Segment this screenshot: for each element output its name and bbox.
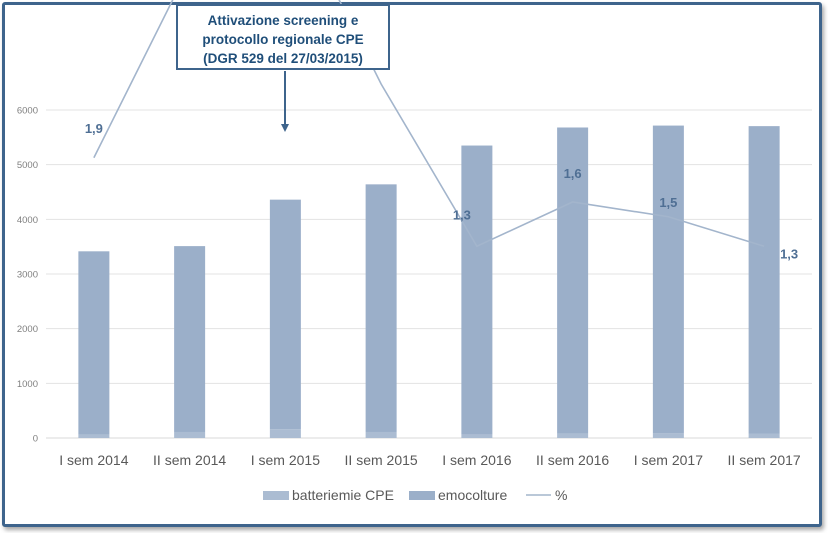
x-category-label: I sem 2015: [251, 452, 320, 468]
y-axis-ticks: 0 1000 2000 3000 4000 5000 6000: [17, 106, 38, 445]
bar-batteriemie-cpe: [269, 429, 301, 438]
x-axis-categories: I sem 2014 II sem 2014 I sem 2015 II sem 20…: [59, 452, 801, 468]
annotation-line-2: protocollo regionale CPE: [202, 32, 364, 47]
line-series-percent: [93, 0, 765, 248]
data-label: 1,3: [453, 207, 471, 222]
x-category-label: II sem 2017: [728, 452, 801, 468]
y-tick-label: 2000: [17, 324, 38, 335]
bar-emocolture: [78, 251, 110, 435]
bar-batteriemie-cpe: [748, 433, 780, 438]
y-tick-label: 0: [33, 434, 38, 445]
y-tick-label: 4000: [17, 215, 38, 226]
x-category-label: II sem 2015: [345, 452, 418, 468]
annotation-line-1: Attivazione screening e: [207, 13, 359, 28]
bar-batteriemie-cpe: [557, 433, 589, 438]
bar-emocolture: [748, 126, 780, 434]
legend-swatch-batteriemie-cpe: [263, 491, 289, 500]
annotation-line-3: (DGR 529 del 27/03/2015): [203, 51, 363, 66]
y-tick-label: 1000: [17, 379, 38, 390]
x-category-label: I sem 2016: [442, 452, 511, 468]
x-category-label: I sem 2017: [634, 452, 703, 468]
bar-emocolture: [174, 246, 206, 432]
y-tick-label: 5000: [17, 160, 38, 171]
bar-emocolture: [652, 125, 684, 434]
legend-label-emocolture: emocolture: [438, 487, 507, 503]
gridlines: [46, 109, 812, 439]
x-category-label: II sem 2014: [153, 452, 226, 468]
bar-batteriemie-cpe: [652, 433, 684, 438]
data-label: 1,5: [659, 195, 677, 210]
chart-frame: [2, 2, 822, 527]
x-category-label: II sem 2016: [536, 452, 609, 468]
legend-label-percent: %: [555, 487, 567, 503]
legend-label-batteriemie-cpe: batteriemie CPE: [292, 487, 394, 503]
bar-emocolture: [365, 184, 397, 432]
data-label: 1,9: [85, 121, 103, 136]
x-category-label: I sem 2014: [59, 452, 128, 468]
bar-emocolture: [461, 145, 493, 435]
bar-batteriemie-cpe: [174, 431, 206, 438]
y-tick-label: 6000: [17, 106, 38, 117]
data-label: 1,6: [564, 166, 582, 181]
bar-emocolture: [557, 127, 589, 434]
y-tick-label: 3000: [17, 270, 38, 281]
legend: batteriemie CPE emocolture%: [263, 487, 567, 503]
annotation-box: Attivazione screening e protocollo regio…: [176, 4, 390, 70]
annotation-arrow-head: [281, 124, 289, 132]
annotation-arrow: [281, 71, 289, 132]
data-label: 1,3: [780, 246, 798, 261]
legend-swatch-emocolture: [409, 491, 435, 500]
percent-line: [93, 0, 765, 248]
bar-batteriemie-cpe: [461, 434, 493, 438]
bar-emocolture: [269, 199, 301, 430]
bar-batteriemie-cpe: [365, 431, 397, 438]
bar-batteriemie-cpe: [78, 434, 110, 438]
bars: [78, 125, 780, 438]
